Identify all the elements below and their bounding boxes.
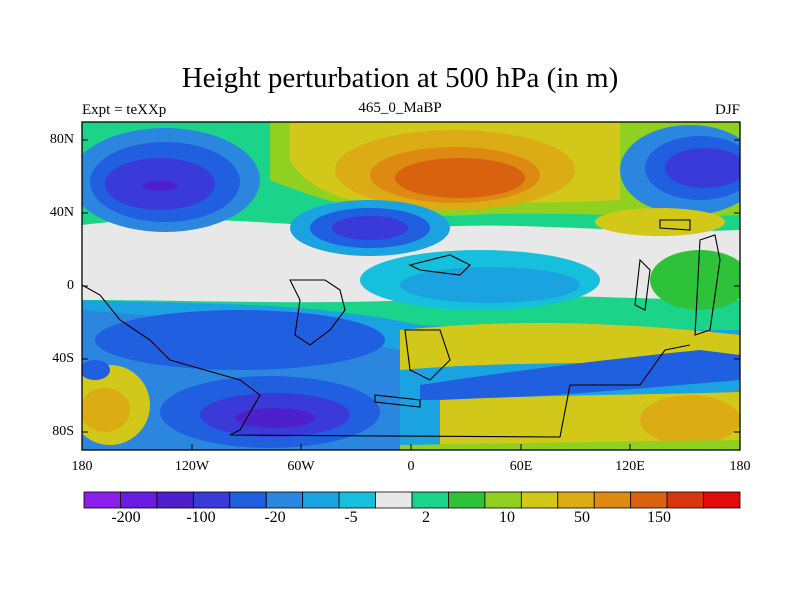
period-label: 465_0_MaBP (358, 100, 442, 116)
colorbar-box (265, 491, 304, 509)
colorbar-tick-label: 150 (647, 509, 671, 526)
colorbar-box (557, 491, 595, 509)
colorbar-tick-label: -200 (111, 509, 141, 526)
map-title: Height perturbation at 500 hPa (in m) (181, 62, 619, 94)
colorbar-box (484, 491, 522, 509)
colorbar-box (156, 491, 194, 509)
lat-tick-label: 40N (49, 205, 74, 220)
contour-field (82, 122, 740, 450)
lat-tick-label: 80S (52, 424, 74, 439)
colorbar-box (411, 491, 449, 509)
colorbar-tick-label: -20 (264, 509, 286, 526)
colorbar-box (593, 491, 632, 509)
colorbar-tick-label: 50 (574, 509, 590, 526)
colorbar-box (338, 491, 376, 509)
colorbar-box (120, 491, 158, 509)
colorbar-tick-label: 10 (499, 509, 515, 526)
colorbar-box (229, 491, 267, 509)
lon-tick-label: 60E (509, 459, 533, 474)
colorbar-box (83, 491, 121, 509)
lon-tick-label: 0 (407, 459, 415, 474)
colorbar-tick-label: 2 (422, 509, 430, 526)
colorbar-box (448, 491, 486, 509)
colorbar-box (302, 491, 340, 509)
colorbar-tick-label: -100 (186, 509, 216, 526)
season-label: DJF (714, 102, 740, 118)
lat-tick-label: 40S (52, 351, 74, 366)
lon-tick-label: 180 (729, 459, 751, 474)
colorbar-box (630, 491, 668, 509)
colorbar-box (375, 491, 413, 509)
colorbar-box (703, 491, 741, 509)
lon-tick-label: 180 (71, 459, 93, 474)
lon-tick-label: 120W (174, 459, 210, 474)
colorbar-box (520, 491, 559, 509)
colorbar-tick-label: -5 (344, 509, 358, 526)
lon-tick-label: 120E (615, 459, 645, 474)
lon-tick-label: 60W (287, 459, 315, 474)
colorbar (83, 491, 741, 509)
lat-tick-label: 80N (49, 132, 74, 147)
colorbar-box (192, 491, 231, 509)
colorbar-box (666, 491, 704, 509)
lat-tick-label: 0 (67, 278, 74, 293)
experiment-label: Expt = teXXp (82, 102, 167, 118)
